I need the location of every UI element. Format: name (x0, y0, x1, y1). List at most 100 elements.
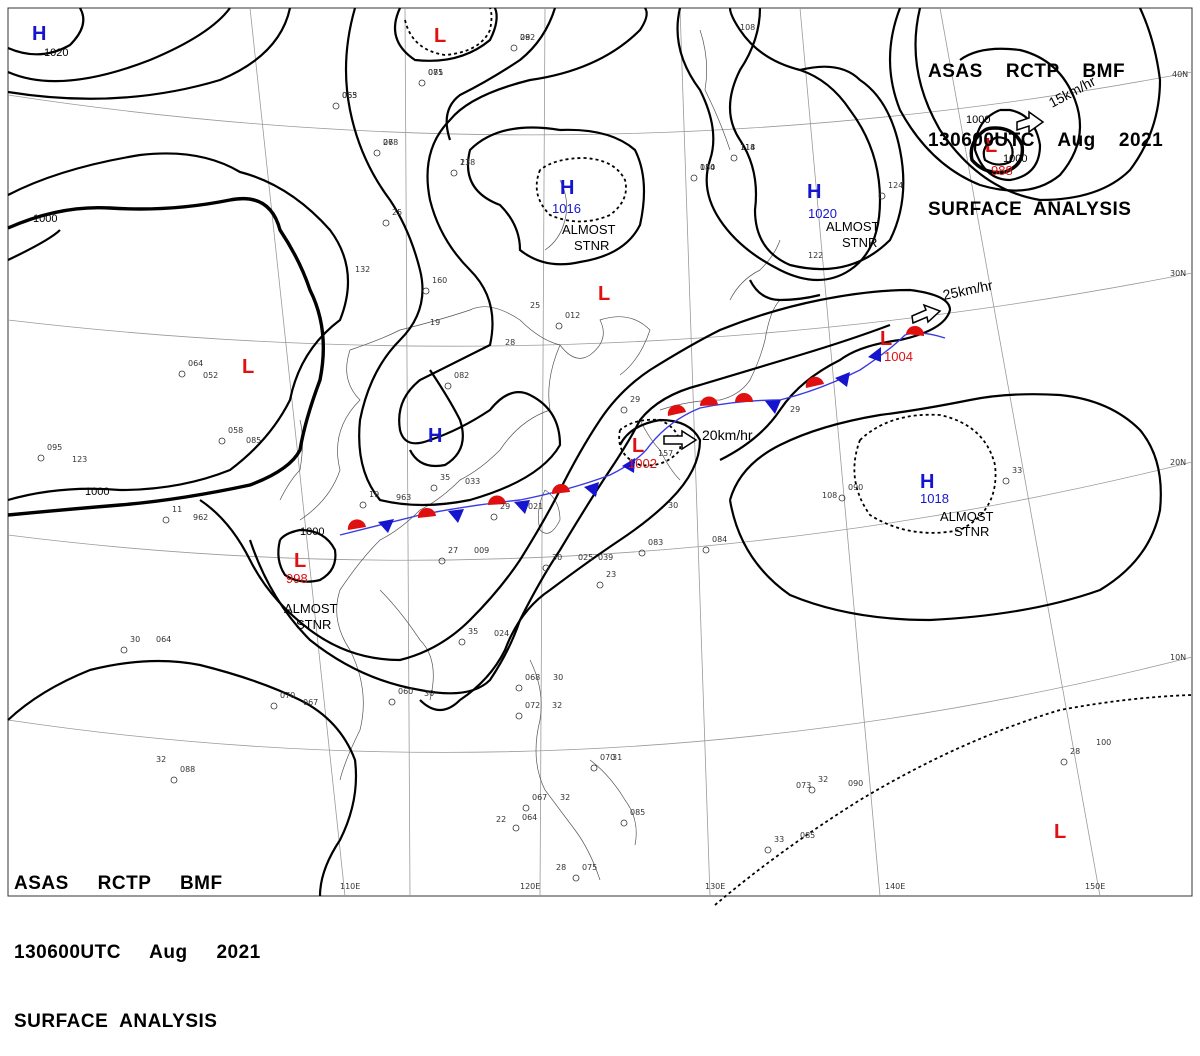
stnr-label: STNR (296, 617, 331, 632)
station-label: 039 (598, 553, 613, 562)
station-marker (590, 764, 598, 772)
lat-label: 10N (1170, 653, 1186, 662)
station-label: 11 (172, 505, 182, 514)
header-line: SURFACE ANALYSIS (928, 199, 1132, 220)
station-label: 29 (500, 502, 510, 511)
header-line: SURFACE ANALYSIS (14, 1011, 218, 1032)
header-line: 130600UTC Aug 2021 (14, 942, 261, 963)
station-label: 067 (303, 698, 318, 707)
high-pressure-center: H (32, 23, 46, 45)
low-pressure-center: L (434, 25, 446, 47)
station-label: 122 (808, 251, 823, 260)
station-label: 082 (520, 33, 535, 42)
station-label: 30 (553, 673, 563, 682)
station-label: 052 (203, 371, 218, 380)
station-marker (430, 484, 438, 492)
station-label: 30 (552, 553, 562, 562)
station-label: 058 (228, 426, 243, 435)
header-line: 130600UTC Aug 2021 (928, 130, 1164, 151)
station-marker (515, 712, 523, 720)
station-marker (458, 638, 466, 646)
station-marker (388, 698, 396, 706)
station-marker (542, 564, 550, 572)
station-label: 23 (606, 570, 616, 579)
station-label: 32 (156, 755, 166, 764)
station-marker (1002, 477, 1010, 485)
dotted-contours (404, 7, 1193, 906)
station-label: 064 (188, 359, 203, 368)
station-label: 25 (530, 301, 540, 310)
station-label: 078 (383, 138, 398, 147)
station-marker (332, 102, 340, 110)
lon-label: 110E (340, 882, 360, 891)
lat-label: 20N (1170, 458, 1186, 467)
station-label: 082 (454, 371, 469, 380)
station-label: 150 (700, 163, 715, 172)
low-pressure-center: L (632, 435, 644, 457)
station-label: 108 (740, 23, 755, 32)
station-label: 30 (130, 635, 140, 644)
station-label: 090 (848, 779, 863, 788)
station-label: 108 (822, 491, 837, 500)
station-label: 072 (525, 701, 540, 710)
station-label: 009 (474, 546, 489, 555)
station-label: 160 (432, 276, 447, 285)
station-marker (838, 494, 846, 502)
center-pressure: 1020 (808, 206, 837, 221)
station-label: 073 (796, 781, 811, 790)
station-label: 28 (1070, 747, 1080, 756)
station-marker (37, 454, 45, 462)
station-label: 123 (72, 455, 87, 464)
station-marker (512, 824, 520, 832)
station-label: 085 (800, 831, 815, 840)
station-marker (596, 581, 604, 589)
station-marker (638, 549, 646, 557)
longitude-lines (249, 7, 1101, 897)
station-marker (572, 874, 580, 882)
station-label: 30 (424, 689, 434, 698)
station-label: 095 (47, 443, 62, 452)
motion-arrows (663, 110, 1045, 451)
header-line: ASAS RCTP BMF (928, 61, 1126, 82)
station-label: 33 (1012, 466, 1022, 475)
almost-label: ALMOST (826, 219, 880, 234)
station-label: 23 (460, 158, 470, 167)
station-label: 070 (600, 753, 615, 762)
station-label: 024 (494, 629, 509, 638)
station-label: 021 (528, 502, 543, 511)
station-label: 090 (848, 483, 863, 492)
station-label: 962 (193, 513, 208, 522)
station-label: 088 (180, 765, 195, 774)
isobar-labels: 1020 1000 1000 1000 1000 1000 (33, 47, 1027, 538)
speed-label: 20km/hr (702, 427, 753, 443)
station-label: 085 (246, 436, 261, 445)
station-marker (1060, 758, 1068, 766)
station-label: 118 (740, 143, 755, 152)
station-label: 025 (578, 553, 593, 562)
station-label: 27 (448, 546, 458, 555)
station-marker (878, 192, 886, 200)
station-label: 085 (428, 68, 443, 77)
lon-label: 130E (705, 882, 725, 891)
station-marker (702, 546, 710, 554)
lon-label: 120E (520, 882, 540, 891)
station-label: 178 (460, 158, 475, 167)
station-label: 065 (342, 91, 357, 100)
low-pressure-center: L (985, 135, 997, 157)
station-label: 19 (369, 490, 379, 499)
station-label: 083 (648, 538, 663, 547)
station-label: 32 (560, 793, 570, 802)
station-marker (218, 437, 226, 445)
station-label: 012 (565, 311, 580, 320)
front-warm-semicircles (347, 325, 925, 530)
center-pressure: 1002 (628, 456, 657, 471)
station-label: 35 (468, 627, 478, 636)
station-marker (620, 406, 628, 414)
isobar-label: 1000 (1003, 153, 1027, 165)
lon-label: 140E (885, 882, 905, 891)
header-top: ASAS RCTP BMF 130600UTC Aug 2021 SURFACE… (928, 14, 1163, 244)
station-label: 26 (383, 138, 393, 147)
station-marker (120, 646, 128, 654)
low-pressure-center: L (294, 550, 306, 572)
almost-label: ALMOST (562, 222, 616, 237)
